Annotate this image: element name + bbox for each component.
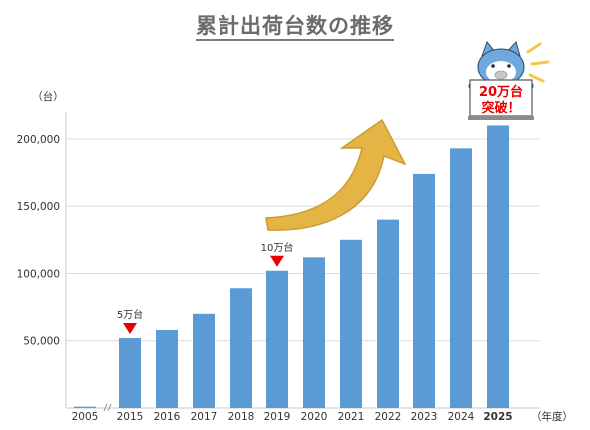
mascot-snout (494, 70, 508, 80)
annotation-label: 5万台 (117, 308, 143, 321)
bar-2016 (156, 329, 178, 408)
bar-2024 (450, 148, 472, 408)
sign-text-line2: 突破！ (481, 100, 520, 116)
chart-title: 累計出荷台数の推移 (0, 10, 590, 41)
bar-2005 (74, 406, 96, 408)
x-tick-label: 2015 (117, 411, 144, 423)
axis-break-mark (107, 403, 112, 412)
bar-2022 (377, 219, 399, 408)
x-tick-label: 2005 (72, 411, 99, 423)
x-tick-label: 2016 (154, 411, 181, 423)
annotation-label: 10万台 (261, 241, 294, 254)
growth-arrow-shape (265, 118, 407, 231)
bar-2025 (487, 125, 509, 409)
sign-text-line1: 20万台 (479, 84, 523, 100)
annotations: 5万台 10万台 (117, 241, 294, 335)
y-tick-label: 200,000 (17, 134, 60, 146)
x-tick-label: 2019 (264, 411, 291, 423)
bar-2021 (340, 239, 362, 408)
x-tick-label: 2020 (301, 411, 328, 423)
axis-break-mark (103, 403, 108, 412)
x-tick-label: 2022 (375, 411, 402, 423)
x-axis-unit-label: （年度） (531, 410, 573, 423)
y-axis-unit-label: （台） (32, 90, 64, 103)
y-tick-label: 100,000 (17, 268, 60, 280)
x-tick-label: 2024 (448, 411, 475, 423)
x-tick-label: 2021 (338, 411, 365, 423)
x-tick-label: 2025 (483, 411, 512, 423)
mascot-eye (507, 64, 511, 68)
x-tick-label: 2023 (411, 411, 438, 423)
bar-2019 (266, 270, 288, 408)
sparkle-line (530, 60, 550, 66)
bar-2017 (193, 313, 215, 408)
growth-arrow (265, 118, 407, 231)
x-tick-label: 2018 (228, 411, 255, 423)
annotation-marker (270, 255, 284, 267)
bar-2023 (413, 173, 435, 408)
axis-labels: 50,000 100,000 150,000 200,000 （台） 2005 2015 20… (17, 90, 573, 423)
bar-2018 (230, 288, 252, 408)
y-tick-label: 50,000 (23, 336, 60, 348)
sign-bottom (468, 116, 534, 120)
mascot-illustration: 20万台 突破！ (468, 40, 550, 120)
bar-2015 (119, 338, 141, 408)
mascot-eye (491, 64, 495, 68)
y-tick-label: 150,000 (17, 201, 60, 213)
bar-2020 (303, 257, 325, 408)
sparkle-line (528, 73, 545, 83)
sparkle-line (526, 42, 542, 54)
bars (74, 125, 509, 409)
annotation-marker (123, 323, 137, 335)
x-tick-label: 2017 (191, 411, 218, 423)
sign-board (469, 79, 533, 117)
